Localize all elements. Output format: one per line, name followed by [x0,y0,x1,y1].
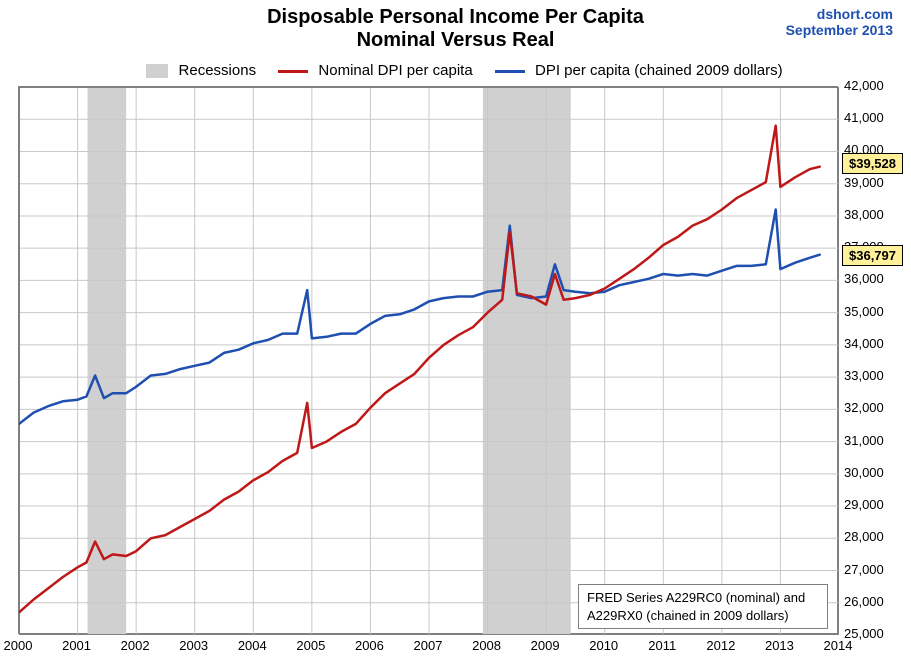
x-tick-label: 2008 [472,638,501,653]
callout-real-label: $36,797 [849,248,896,263]
y-tick-label: 26,000 [844,594,884,609]
source-annotation: FRED Series A229RC0 (nominal) and A229RX… [578,584,828,629]
x-tick-label: 2014 [824,638,853,653]
title-line-2: Nominal Versus Real [0,29,911,52]
callout-nominal: $39,528 [842,153,903,174]
y-tick-label: 39,000 [844,175,884,190]
x-tick-label: 2002 [121,638,150,653]
y-tick-label: 38,000 [844,207,884,222]
x-tick-label: 2000 [4,638,33,653]
callout-nominal-label: $39,528 [849,156,896,171]
x-tick-label: 2001 [62,638,91,653]
attribution-date: September 2013 [786,22,893,38]
x-tick-label: 2007 [414,638,443,653]
y-tick-label: 41,000 [844,110,884,125]
x-tick-label: 2009 [531,638,560,653]
x-tick-label: 2003 [179,638,208,653]
title-line-1: Disposable Personal Income Per Capita [0,6,911,29]
y-tick-label: 35,000 [844,304,884,319]
legend-swatch-real [495,70,525,73]
attribution-site: dshort.com [786,6,893,22]
annotation-line-1: FRED Series A229RC0 (nominal) and [587,589,819,607]
plot-area [18,86,838,634]
x-tick-label: 2005 [296,638,325,653]
y-tick-label: 28,000 [844,529,884,544]
attribution: dshort.com September 2013 [786,6,893,38]
y-tick-label: 27,000 [844,562,884,577]
legend-swatch-nominal [278,70,308,73]
legend-label-recessions: Recessions [179,62,257,79]
x-tick-label: 2004 [238,638,267,653]
callout-real: $36,797 [842,245,903,266]
legend-label-nominal: Nominal DPI per capita [318,62,472,79]
annotation-line-2: A229RX0 (chained in 2009 dollars) [587,607,819,625]
x-tick-label: 2011 [648,638,676,653]
chart-title: Disposable Personal Income Per Capita No… [0,6,911,52]
y-tick-label: 33,000 [844,368,884,383]
legend-swatch-recessions [146,64,168,78]
y-tick-label: 36,000 [844,271,884,286]
x-tick-label: 2012 [706,638,735,653]
x-tick-label: 2006 [355,638,384,653]
chart-container: Disposable Personal Income Per Capita No… [0,0,911,662]
plot-svg [19,87,839,635]
y-tick-label: 42,000 [844,78,884,93]
legend-label-real: DPI per capita (chained 2009 dollars) [535,62,783,79]
y-tick-label: 30,000 [844,465,884,480]
x-tick-label: 2013 [765,638,794,653]
x-tick-label: 2010 [589,638,618,653]
legend: Recessions Nominal DPI per capita DPI pe… [0,62,911,79]
y-tick-label: 31,000 [844,433,884,448]
y-tick-label: 32,000 [844,400,884,415]
y-tick-label: 29,000 [844,497,884,512]
y-tick-label: 34,000 [844,336,884,351]
